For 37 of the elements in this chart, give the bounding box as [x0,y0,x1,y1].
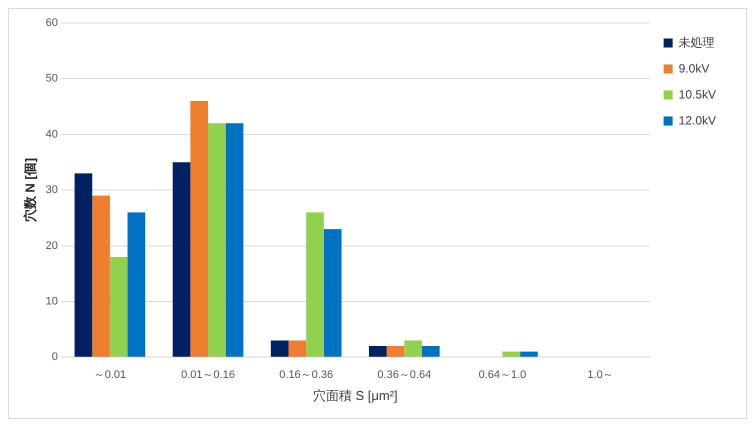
y-tick-label: 10 [46,296,58,308]
bar [404,340,422,357]
y-tick-label: 20 [46,240,58,252]
bar [502,352,520,357]
bar [306,212,324,357]
legend-label: 12.0kV [678,113,716,128]
bar [172,162,190,357]
y-tick-label: 40 [46,128,58,140]
bar [422,346,440,357]
bar [226,123,244,357]
bar [208,123,226,357]
legend-label: 10.5kV [678,87,716,102]
x-axis-title: 穴面積 S [μm²] [312,388,398,403]
bar [92,196,110,357]
bar [74,173,92,357]
y-tick-label: 0 [52,351,58,364]
x-tick-label: ～0.01 [94,368,126,381]
y-axis-title: 穴数 N [個] [22,158,38,224]
legend-label: 未処理 [678,35,715,50]
legend-label: 9.0kV [678,61,710,76]
x-tick-label: 0.64～1.0 [478,368,526,381]
bar [110,256,128,357]
bar [324,229,342,357]
x-tick-label: 1.0～ [587,368,614,381]
x-tick-label: 0.36～0.64 [377,368,432,381]
bar [288,340,306,357]
bar [386,346,404,357]
y-tick-label: 30 [46,184,58,196]
bar [368,346,387,357]
y-tick-label: 50 [46,72,58,85]
bar [190,100,208,357]
bar [520,352,538,357]
x-tick-label: 0.16～0.36 [279,368,334,381]
x-tick-label: 0.01～0.16 [181,368,235,381]
bar [270,340,289,357]
y-tick-label: 60 [46,17,58,30]
bar [128,212,146,357]
